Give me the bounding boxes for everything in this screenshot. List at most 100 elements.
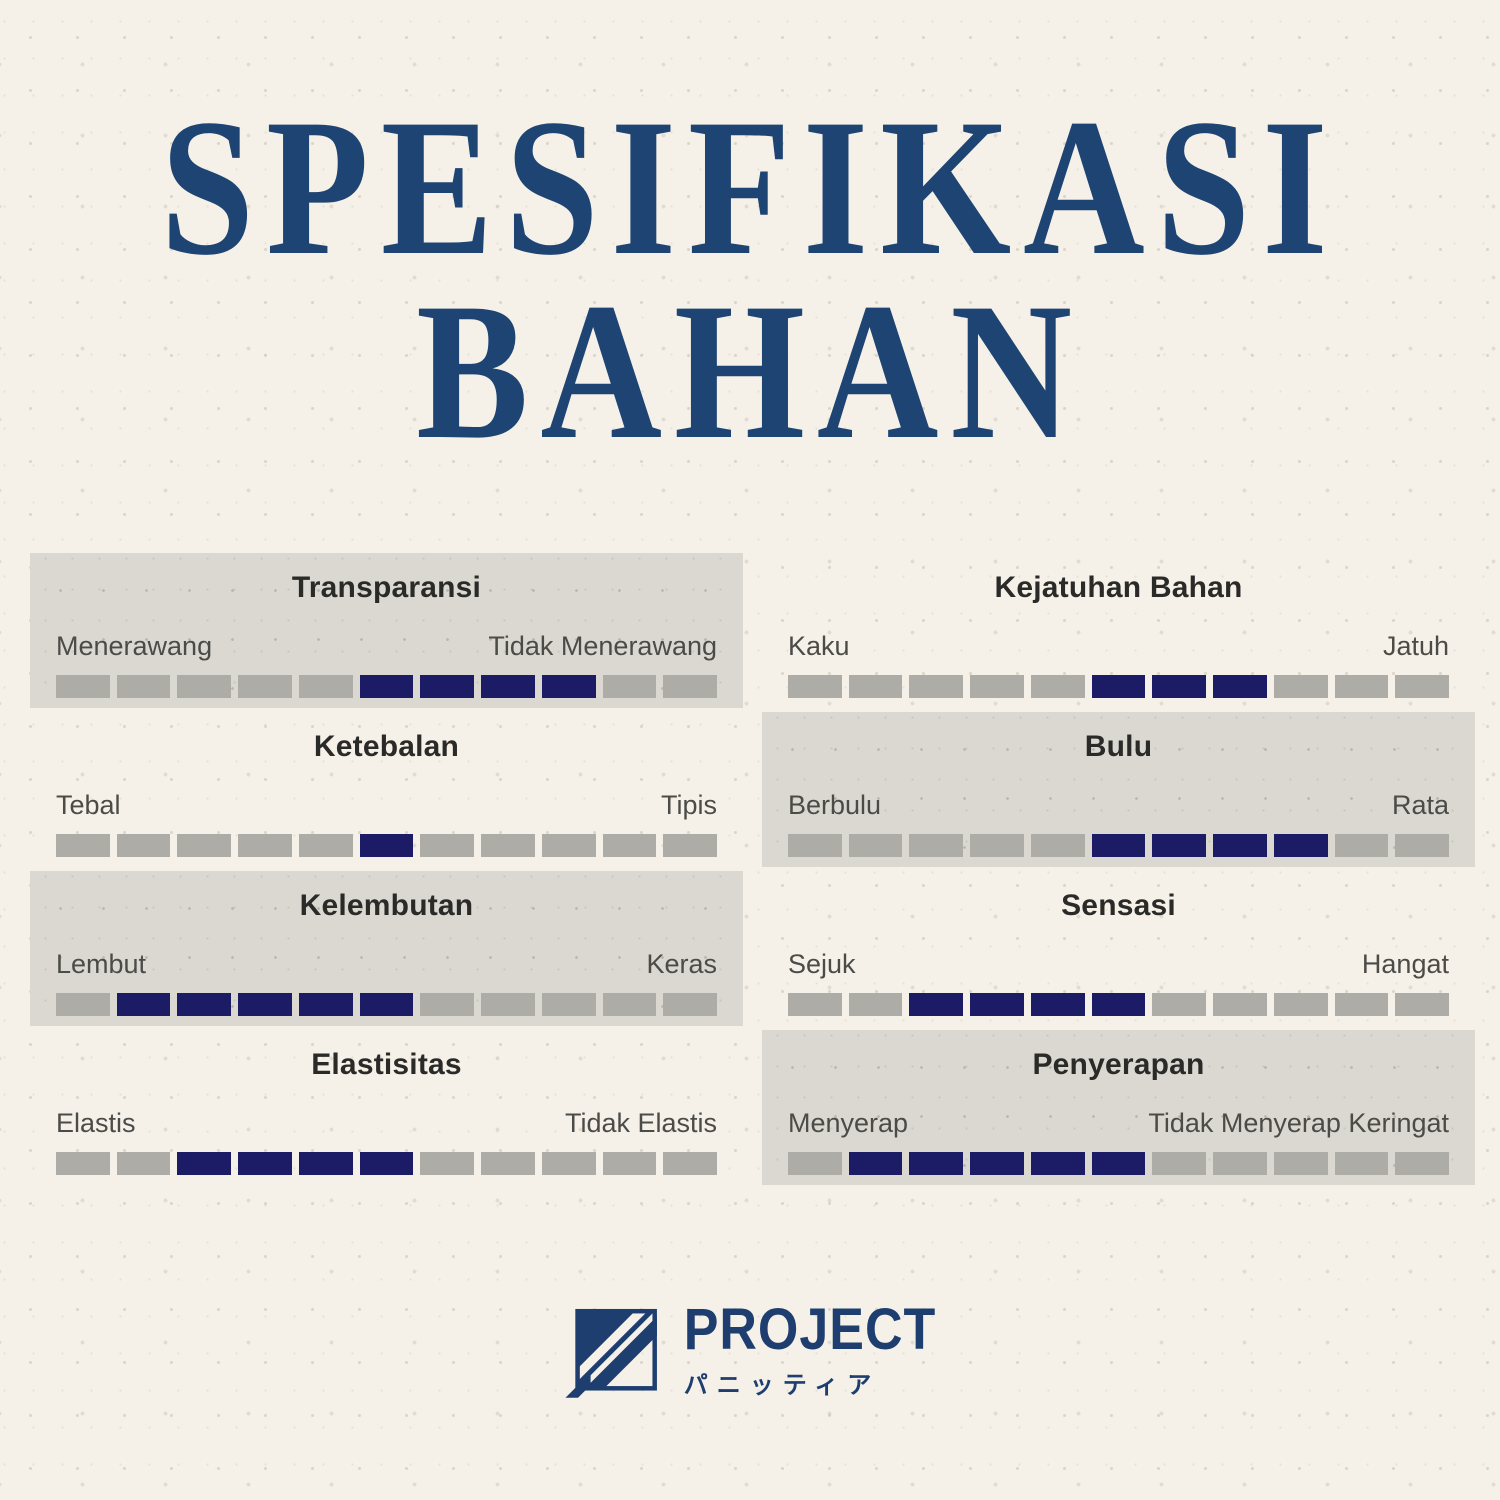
spec-section-kelembutan: Kelembutan Lembut Keras (30, 871, 743, 1026)
scale-segment (481, 834, 535, 857)
scale-segment (420, 834, 475, 857)
scale-segment (1273, 993, 1328, 1016)
scale-segment (541, 993, 596, 1016)
spec-scale-bar (56, 675, 718, 698)
scale-segment (1395, 993, 1450, 1016)
spec-endpoint-labels: Kaku Jatuh (788, 631, 1449, 662)
scale-segment (1152, 1152, 1207, 1175)
spec-left-label: Lembut (56, 949, 147, 979)
spec-endpoint-labels: Lembut Keras (56, 949, 717, 980)
scale-segment-filled (1213, 834, 1267, 857)
scale-segment-filled (298, 993, 353, 1016)
scale-segment (56, 1152, 110, 1175)
scale-segment (1395, 1152, 1450, 1175)
scale-segment (1030, 834, 1085, 857)
spec-left-label: Menyerap (788, 1108, 909, 1138)
brand-text: PROJECT パニッティア (683, 1297, 937, 1400)
scale-segment-filled (970, 993, 1024, 1016)
spec-title: Sensasi (1061, 889, 1176, 922)
page-title: SPESIFIKASI BAHAN (105, 0, 1395, 481)
scale-segment-filled (909, 993, 964, 1016)
scale-segment-filled (116, 993, 171, 1016)
scale-segment (56, 993, 110, 1016)
spec-section-transparansi: Transparansi Menerawang Tidak Menerawang (30, 553, 743, 708)
scale-segment (177, 834, 232, 857)
spec-endpoint-labels: Berbulu Rata (788, 790, 1449, 821)
scale-segment-filled (359, 834, 414, 857)
scale-segment (56, 834, 110, 857)
spec-right-label: Tidak Menyerap Keringat (1148, 1108, 1449, 1138)
scale-segment (1152, 993, 1207, 1016)
scale-segment-filled (1091, 1152, 1146, 1175)
spec-right-label: Tidak Elastis (564, 1108, 717, 1138)
spec-scale-bar (56, 834, 718, 857)
scale-segment (238, 675, 292, 698)
spec-scale-bar (788, 993, 1450, 1016)
scale-segment (177, 675, 232, 698)
spec-section-bulu: Bulu Berbulu Rata (762, 712, 1475, 867)
scale-segment (1334, 834, 1389, 857)
spec-scale-bar (56, 1152, 718, 1175)
spec-left-label: Elastis (56, 1108, 136, 1138)
spec-left-label: Menerawang (56, 631, 213, 661)
spec-title: Kejatuhan Bahan (994, 571, 1243, 604)
scale-segment (848, 834, 903, 857)
spec-endpoint-labels: Menerawang Tidak Menerawang (56, 631, 717, 662)
scale-segment-filled (177, 993, 232, 1016)
scale-segment-filled (1030, 1152, 1085, 1175)
scale-segment (1030, 675, 1085, 698)
spec-title: Penyerapan (1032, 1048, 1205, 1081)
scale-segment (1213, 993, 1267, 1016)
scale-segment (602, 1152, 657, 1175)
scale-segment-filled (359, 993, 414, 1016)
scale-segment (1213, 1152, 1267, 1175)
page-title-line2: BAHAN (416, 263, 1084, 481)
scale-segment (602, 675, 657, 698)
spec-right-label: Tipis (660, 790, 717, 820)
scale-segment (909, 675, 964, 698)
scale-segment (663, 1152, 718, 1175)
scale-segment (602, 834, 657, 857)
spec-scale-bar (788, 675, 1450, 698)
scale-segment (116, 1152, 171, 1175)
spec-scale-bar (788, 1152, 1450, 1175)
spec-right-label: Rata (1391, 790, 1449, 820)
spec-section-ketebalan: Ketebalan Tebal Tipis (30, 712, 743, 867)
scale-segment (238, 834, 292, 857)
scale-segment (298, 675, 353, 698)
scale-segment-filled (1152, 834, 1207, 857)
scale-segment (420, 993, 475, 1016)
scale-segment (481, 993, 535, 1016)
scale-segment (788, 1152, 842, 1175)
scale-segment (909, 834, 964, 857)
scale-segment-filled (1273, 834, 1328, 857)
scale-segment-filled (420, 675, 475, 698)
scale-segment (116, 834, 171, 857)
spec-right-label: Keras (646, 949, 717, 979)
scale-segment (788, 675, 842, 698)
scale-segment (788, 993, 842, 1016)
scale-segment (298, 834, 353, 857)
scale-segment (1273, 1152, 1328, 1175)
spec-section-kejatuhan-bahan: Kejatuhan Bahan Kaku Jatuh (762, 553, 1475, 708)
spec-left-label: Kaku (788, 631, 850, 661)
spec-title: Elastisitas (311, 1048, 462, 1081)
spec-scale-bar (788, 834, 1450, 857)
page-title-line1: SPESIFIKASI (160, 79, 1340, 296)
brand-name: PROJECT (683, 1297, 937, 1363)
scale-segment (1395, 834, 1450, 857)
scale-segment-filled (238, 993, 292, 1016)
spec-right-label: Jatuh (1382, 631, 1449, 661)
spec-title: Ketebalan (313, 730, 460, 763)
scale-segment (1334, 993, 1389, 1016)
z-mark-icon (565, 1308, 657, 1398)
scale-segment-filled (1091, 834, 1146, 857)
scale-segment-filled (1213, 675, 1267, 698)
spec-right-label: Hangat (1361, 949, 1449, 979)
scale-segment (1273, 675, 1328, 698)
scale-segment (663, 834, 718, 857)
scale-segment-filled (298, 1152, 353, 1175)
scale-segment (602, 993, 657, 1016)
spec-title: Kelembutan (299, 889, 474, 922)
